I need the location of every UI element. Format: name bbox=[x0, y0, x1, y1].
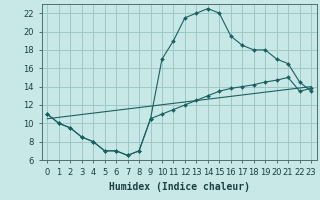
X-axis label: Humidex (Indice chaleur): Humidex (Indice chaleur) bbox=[109, 182, 250, 192]
